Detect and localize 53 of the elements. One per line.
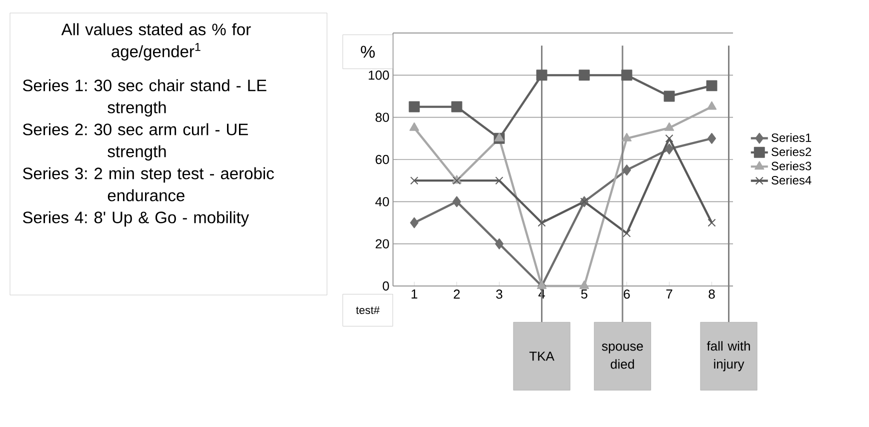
y-tick-label: 40 <box>375 197 389 206</box>
point <box>495 238 504 250</box>
point <box>410 217 418 228</box>
point <box>451 101 462 112</box>
x-tick-label: 2 <box>454 290 460 299</box>
text: Series 1: 30 sec chair stand - LE strength <box>22 79 266 117</box>
legend-label: Series1 <box>772 133 812 142</box>
text: Series 2: 30 sec arm curl - UE strength <box>22 123 248 161</box>
y-tick-label: 80 <box>376 112 389 122</box>
y-tick-label: 0 <box>382 281 389 291</box>
point <box>538 218 546 227</box>
point <box>579 280 590 289</box>
point <box>665 134 674 142</box>
legend-label: Series4 <box>772 176 812 184</box>
point <box>410 176 418 185</box>
ref-line-label: TKA <box>529 352 554 361</box>
point <box>622 164 631 176</box>
point <box>536 70 548 81</box>
x-axis-title: test# <box>356 306 380 314</box>
point <box>706 101 717 110</box>
x-tick-label: 1 <box>412 290 418 298</box>
x-tick-label: 6 <box>624 290 630 299</box>
point <box>665 143 674 154</box>
x-tick-label: 7 <box>666 290 672 298</box>
ref-line-label: fall with injury <box>706 341 750 372</box>
legend-label: Series3 <box>772 161 812 170</box>
point <box>409 122 420 131</box>
point <box>664 122 674 131</box>
point <box>708 218 716 227</box>
y-tick-label: 100 <box>368 70 389 80</box>
x-tick-label: 3 <box>496 290 502 299</box>
point <box>622 229 631 238</box>
point <box>494 132 504 142</box>
text: Series 3: 2 min step test - aerobic endurance <box>22 167 274 202</box>
y-axis-title: % <box>360 46 375 58</box>
text: All values stated as % for age/gender$^{1}$ <box>61 23 251 61</box>
y-tick-label: 20 <box>376 239 389 248</box>
x-tick-label: 8 <box>708 290 715 299</box>
y-tick-label: 60 <box>376 154 389 164</box>
point <box>622 132 632 142</box>
point <box>708 132 716 144</box>
point <box>408 101 420 112</box>
point <box>452 196 461 208</box>
point <box>578 70 590 81</box>
point <box>536 280 547 289</box>
text: Series 4: 8' Up & Go - mobility <box>22 211 250 227</box>
point <box>621 70 632 81</box>
point <box>706 80 718 92</box>
x-tick-label: 5 <box>581 290 588 299</box>
legend-label: Series2 <box>772 147 812 156</box>
point <box>664 90 675 102</box>
ref-line-label: spouse died <box>602 344 643 369</box>
point <box>495 176 504 185</box>
